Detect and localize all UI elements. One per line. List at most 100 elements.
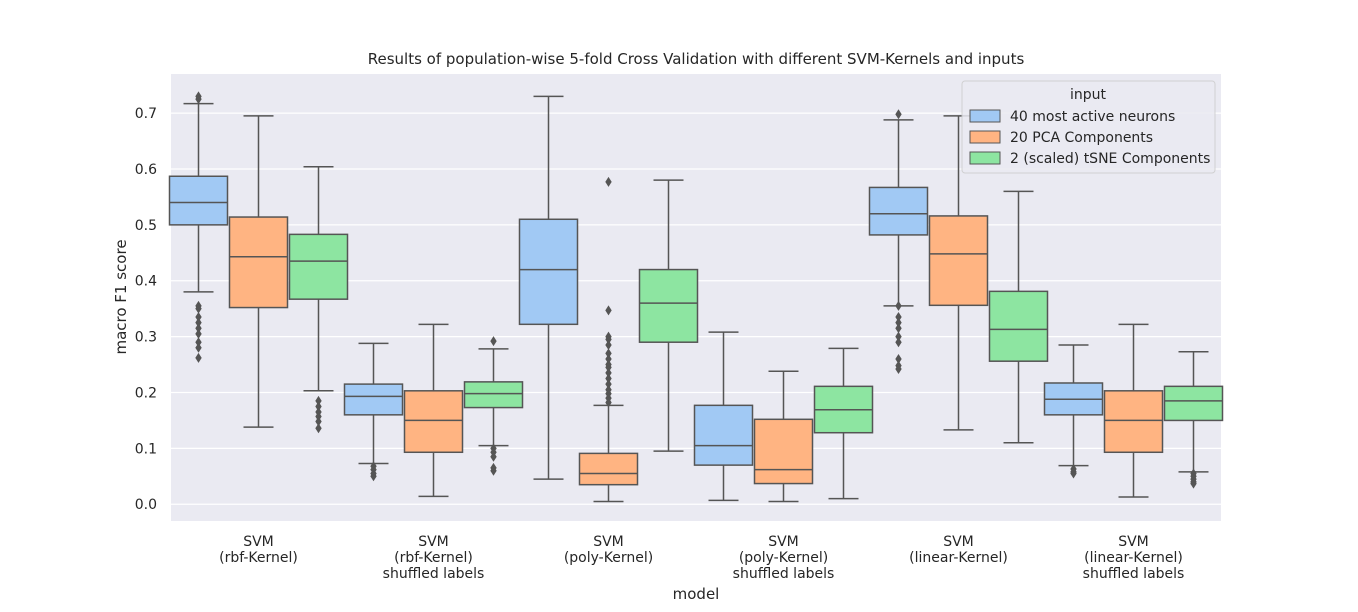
x-tick-label-line: (poly-Kernel) (739, 550, 828, 566)
x-tick-label-line: SVM (418, 534, 449, 550)
outlier-point (195, 337, 202, 348)
outlier-point (895, 300, 902, 311)
outlier-point (895, 331, 902, 342)
outlier-point (895, 353, 902, 364)
x-tick-label-line: (rbf-Kernel) (219, 550, 298, 566)
outlier-point (195, 342, 202, 353)
x-tick-label: SVM(linear-Kernel) (909, 534, 1008, 566)
x-tick-label-line: SVM (1118, 534, 1149, 550)
chart-title: Results of population-wise 5-fold Cross … (368, 50, 1025, 68)
box-1-1 (403, 323, 464, 498)
outlier-point (895, 323, 902, 334)
outlier-point (195, 317, 202, 328)
outlier-point (605, 176, 612, 187)
y-tick-label: 0.6 (135, 162, 157, 178)
box-4-0 (868, 109, 929, 375)
y-tick-label: 0.0 (135, 497, 157, 513)
x-tick-label-line: (poly-Kernel) (564, 550, 653, 566)
y-tick-labels: 0.0 0.1 0.2 0.3 0.4 0.5 0.6 0.7 (135, 106, 157, 513)
outlier-point (895, 317, 902, 328)
y-tick-label: 0.2 (135, 385, 157, 401)
outlier-point (605, 348, 612, 359)
box-iqr (343, 383, 404, 416)
legend-items: 40 most active neurons 20 PCA Components 2… (969, 109, 1210, 167)
box-iqr (638, 268, 699, 343)
outlier-point (195, 312, 202, 323)
box-iqr (228, 216, 289, 309)
legend-frame (961, 80, 1216, 174)
x-tick-label-line: (linear-Kernel) (909, 550, 1008, 566)
outlier-point (605, 362, 612, 373)
box-iqr (693, 404, 754, 466)
box-2-0 (518, 95, 579, 480)
outlier-point (490, 465, 497, 476)
box-iqr (518, 218, 579, 326)
outlier-point (605, 373, 612, 384)
outlier-point (1190, 478, 1197, 489)
x-tick-label: SVM(poly-Kernel)shuffled labels (733, 534, 835, 582)
legend: input 40 most active neurons 20 PCA Compo… (961, 80, 1216, 174)
box-0-0 (168, 91, 229, 363)
outlier-point (895, 312, 902, 323)
outlier-point (315, 416, 322, 427)
outlier-point (195, 303, 202, 314)
box-1-2 (463, 336, 524, 476)
outlier-point (1070, 468, 1077, 479)
legend-swatch (969, 130, 1001, 144)
y-tick-label: 0.1 (135, 441, 157, 457)
box-iqr (928, 215, 989, 307)
y-tick-label: 0.4 (135, 274, 157, 290)
y-tick-label: 0.7 (135, 106, 157, 122)
box-iqr (1163, 385, 1224, 422)
outlier-point (195, 328, 202, 339)
x-tick-label-line: (rbf-Kernel) (394, 550, 473, 566)
x-tick-label-line: shuffled labels (383, 566, 485, 582)
outlier-point (195, 323, 202, 334)
box-2-2 (638, 179, 699, 452)
x-tick-label-line: SVM (243, 534, 274, 550)
x-axis-title: model (673, 585, 720, 603)
box-0-2 (288, 166, 349, 434)
box-2-1 (578, 176, 639, 503)
x-tick-label: SVM(poly-Kernel) (564, 534, 653, 566)
x-tick-label: SVM(rbf-Kernel) (219, 534, 298, 566)
legend-label: 2 (scaled) tSNE Components (1010, 151, 1210, 167)
box-5-2 (1163, 350, 1224, 489)
box-3-0 (693, 331, 754, 502)
box-groups (168, 91, 1224, 503)
box-3-1 (753, 370, 814, 503)
x-tick-label-line: SVM (768, 534, 799, 550)
box-4-1 (928, 115, 989, 431)
outlier-point (895, 364, 902, 375)
legend-title: input (1070, 87, 1107, 103)
box-iqr (168, 175, 229, 226)
legend-label: 40 most active neurons (1010, 109, 1175, 125)
outlier-point (895, 109, 902, 120)
y-tick-label: 0.5 (135, 218, 157, 234)
outlier-point (605, 379, 612, 390)
box-iqr (753, 418, 814, 485)
x-tick-labels: SVM(rbf-Kernel)SVM(rbf-Kernel)shuffled l… (219, 534, 1184, 582)
outlier-point (605, 334, 612, 345)
x-tick-label-line: (linear-Kernel) (1084, 550, 1183, 566)
outlier-point (315, 395, 322, 406)
legend-swatch (969, 109, 1001, 123)
box-iqr (288, 233, 349, 300)
box-iqr (868, 186, 929, 236)
outlier-point (195, 352, 202, 363)
outlier-point (605, 353, 612, 364)
box-3-2 (813, 347, 874, 500)
x-tick-label: SVM(linear-Kernel)shuffled labels (1083, 534, 1185, 582)
box-5-1 (1103, 323, 1164, 498)
box-4-2 (988, 190, 1049, 444)
box-0-1 (228, 115, 289, 428)
x-tick-label-line: SVM (943, 534, 974, 550)
box-iqr (578, 452, 639, 486)
box-iqr (1103, 390, 1164, 454)
box-iqr (988, 290, 1049, 362)
legend-swatch (969, 151, 1001, 165)
outlier-point (490, 451, 497, 462)
y-axis-title: macro F1 score (112, 239, 130, 354)
outlier-point (315, 411, 322, 422)
